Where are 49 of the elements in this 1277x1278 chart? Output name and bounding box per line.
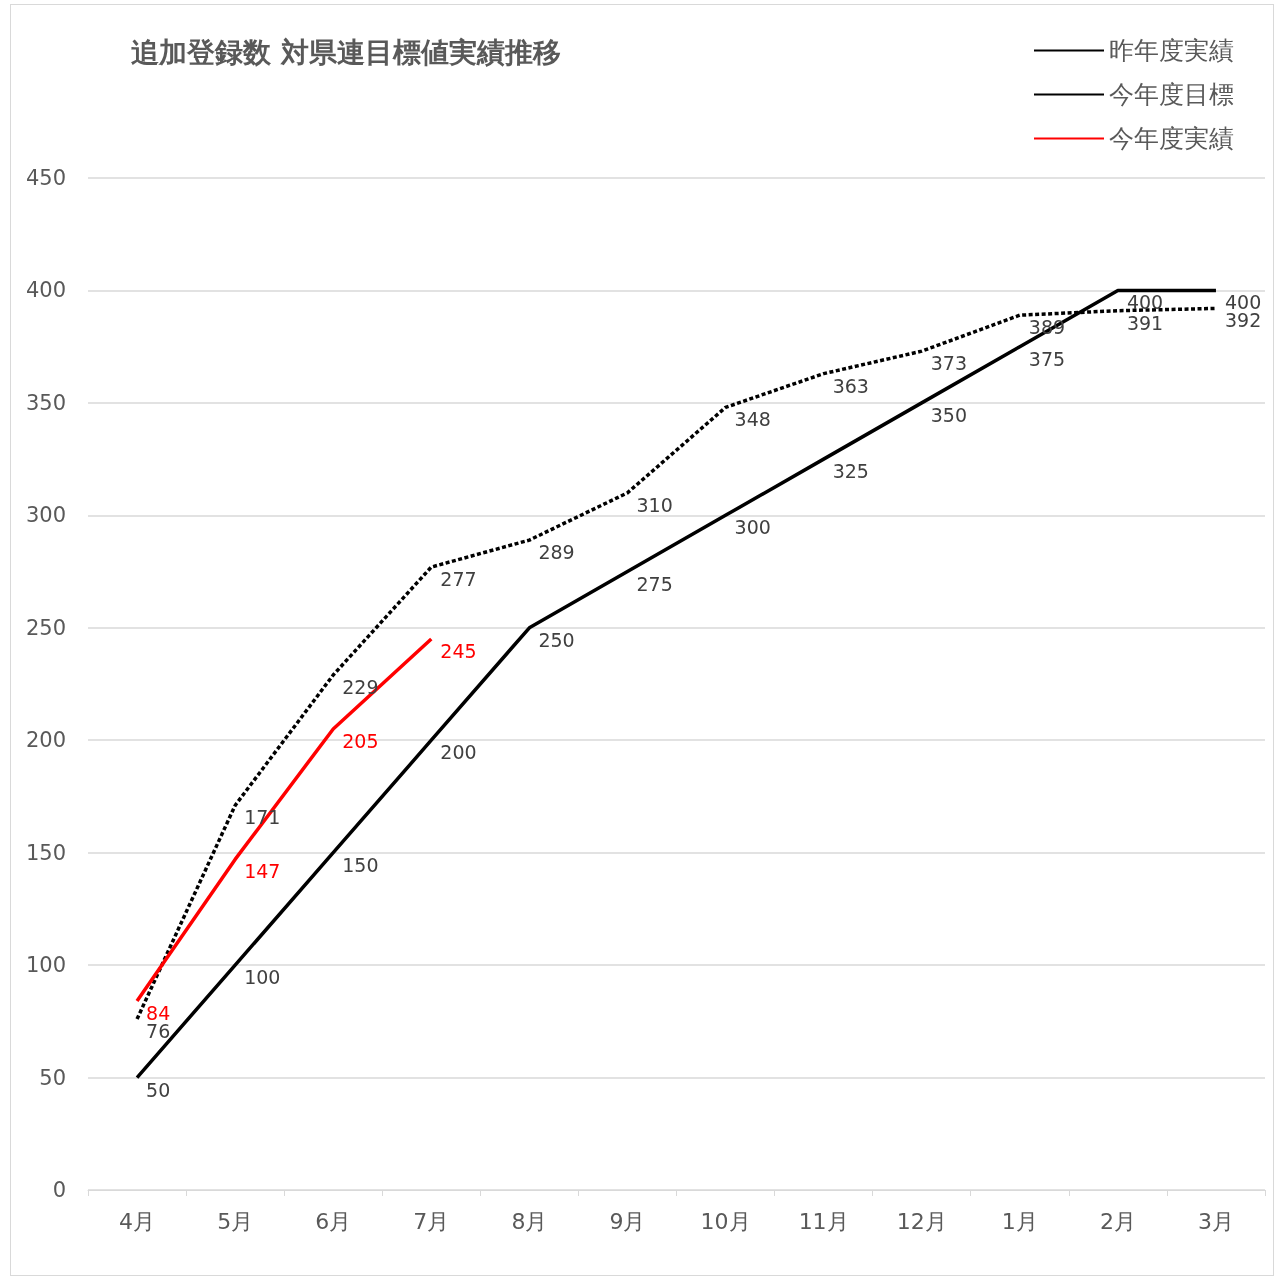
data-label: 205 <box>342 729 379 752</box>
y-tick-label: 450 <box>25 166 66 190</box>
x-tick-label: 2月 <box>1099 1208 1136 1234</box>
data-label: 289 <box>538 541 575 564</box>
data-label: 150 <box>342 853 379 876</box>
data-label: 391 <box>1126 311 1164 334</box>
data-label: 100 <box>244 966 281 989</box>
y-tick-label: 0 <box>52 1178 66 1202</box>
x-tick-label: 11月 <box>798 1208 849 1234</box>
x-tick-label: 7月 <box>413 1208 450 1234</box>
x-tick-label: 10月 <box>700 1208 751 1234</box>
data-label: 300 <box>734 516 771 539</box>
data-label: 348 <box>734 408 771 431</box>
data-label: 373 <box>930 352 967 375</box>
line-series <box>135 637 434 1003</box>
data-label: 363 <box>832 374 869 397</box>
data-label: 325 <box>832 460 869 483</box>
x-tick-label: 6月 <box>315 1208 352 1234</box>
data-label: 147 <box>244 860 281 883</box>
data-label: 375 <box>1028 347 1066 370</box>
y-tick-label: 300 <box>25 503 66 528</box>
x-tick-label: 8月 <box>511 1208 548 1234</box>
x-tick-label: 4月 <box>119 1208 156 1234</box>
data-label: 275 <box>636 572 673 595</box>
x-tick-label: 5月 <box>217 1208 254 1234</box>
y-tick-label: 400 <box>25 278 66 303</box>
data-label: 200 <box>440 741 477 764</box>
y-tick-label: 350 <box>25 390 66 415</box>
chart-title: 追加登録数 対県連目標値実績推移 <box>131 35 561 69</box>
x-tick-label: 1月 <box>1001 1208 1038 1234</box>
y-tick-label: 250 <box>25 615 66 640</box>
data-label: 250 <box>538 628 575 651</box>
data-label: 400 <box>1126 291 1164 314</box>
x-tick-label: 12月 <box>896 1208 947 1234</box>
y-tick-label: 50 <box>39 1065 66 1090</box>
y-tick-label: 150 <box>25 840 66 865</box>
data-label: 277 <box>440 568 477 591</box>
legend-label: 今年度実績 <box>1109 124 1234 153</box>
data-label: 350 <box>930 403 967 426</box>
data-label: 310 <box>636 493 673 516</box>
y-tick-label: 100 <box>25 953 66 978</box>
x-tick-label: 9月 <box>609 1208 646 1234</box>
data-label: 229 <box>342 676 379 698</box>
data-label: 50 <box>146 1078 171 1101</box>
data-label: 245 <box>440 640 477 663</box>
legend-label: 昨年度実績 <box>1109 36 1234 65</box>
x-tick-label: 3月 <box>1197 1208 1234 1234</box>
y-tick-label: 200 <box>25 728 66 753</box>
legend-label: 今年度目標 <box>1109 80 1234 109</box>
